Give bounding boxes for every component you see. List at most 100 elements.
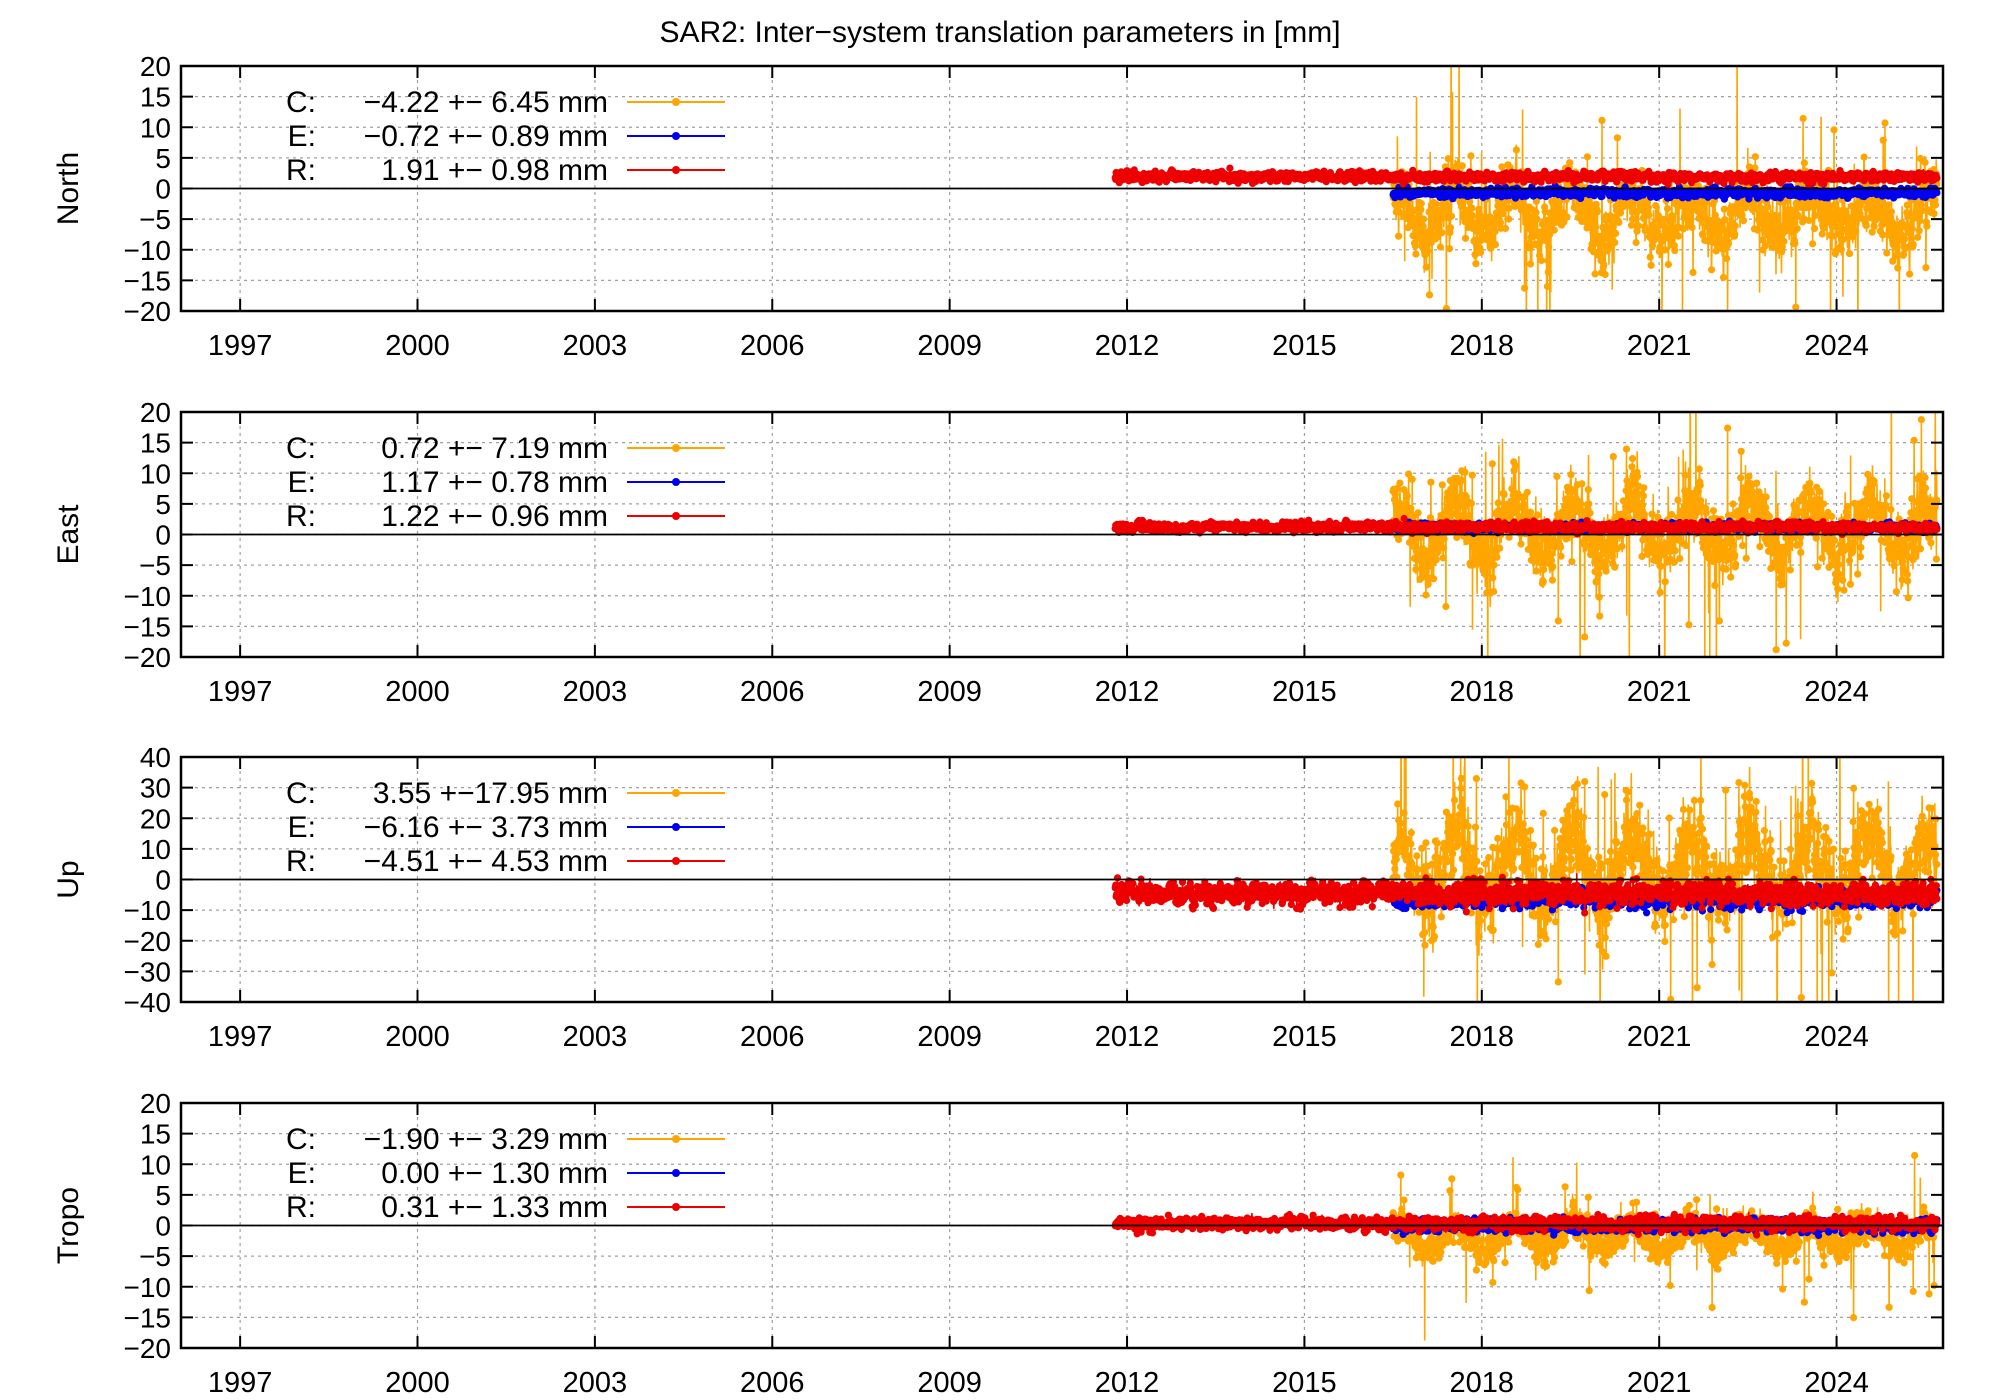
series-point-c [1422,567,1430,576]
series-point-c [1489,574,1497,582]
series-point-c [1508,485,1516,493]
series-point-c [1711,211,1719,219]
series-point-c [1661,578,1669,586]
series-point-c [1681,471,1689,479]
series-point-c [1444,155,1452,163]
series-point-c [1799,114,1807,123]
series-point-c [1544,256,1552,265]
series-point-c [1914,233,1922,241]
series-point-c [1577,671,1584,678]
series-point-c [1811,212,1819,220]
series-point-c [1426,514,1434,522]
series-point-c [1588,240,1596,248]
series-point-c [1546,231,1554,239]
series-point-c [1634,222,1642,230]
series-point-c [1567,471,1575,479]
series-point-c [1493,553,1501,561]
series-point-c [1647,261,1655,269]
series-point-c [1439,554,1447,562]
series-point-c [1739,217,1748,225]
series-point-c [1868,209,1876,217]
series-point-c [1915,227,1923,235]
series-point-c [1708,266,1716,274]
legend-series-stats: −0.72 +− 0.89 mm [364,120,608,153]
series-point-c [1395,232,1403,240]
series-point-c [1653,228,1662,236]
series-point-c [1424,247,1432,255]
series-point-c [1465,511,1473,520]
series-point-c [1578,480,1586,488]
series-point-c [1916,217,1924,225]
series-point-c [1545,243,1553,251]
series-point-c [1612,229,1620,237]
series-point-c [1685,621,1693,629]
series-point-c [1805,216,1813,224]
series-point-c [1901,235,1909,243]
panel-east: C: 0.72 +− 7.19 mmE: 1.17 +− 0.78 mmR: 1.22… [52,397,1945,708]
series-point-c [1674,232,1682,240]
series-point-c [1654,222,1662,230]
series-point-c [1403,492,1411,500]
chart-title: SAR2: Inter−system translation parameter… [659,16,1340,49]
series-point-c [1526,260,1535,268]
series-point-c [1656,588,1664,597]
series-point-c [1505,533,1513,541]
series-point-c [1475,205,1483,213]
series-point-c [1619,497,1627,505]
series-point-c [1720,205,1728,213]
series-point-c [1417,206,1425,214]
y-tick-label: −10 [124,235,172,266]
series-point-c [1784,197,1792,205]
series-point-c [1467,499,1475,508]
series-point-c [1887,208,1895,216]
series-point-c [1600,260,1608,269]
series-point-c [1422,263,1430,271]
series-point-c [1458,162,1466,170]
series-point-c [1440,214,1448,222]
series-point-c [1668,510,1676,519]
series-point-c [1592,223,1600,231]
series-point-c [1461,468,1469,476]
series-point-c [1633,227,1641,235]
series-point-c [1904,212,1912,220]
series-point-c [1467,152,1475,160]
series-point-c [1547,556,1556,565]
series-point-c [1595,593,1603,601]
series-point-c [1793,225,1801,233]
series-point-c [1443,207,1451,215]
series-point-c [1417,200,1425,208]
series-point-c [1501,224,1510,232]
series-point-c [1592,577,1601,585]
series-point-c [1411,242,1419,250]
y-tick-label: 15 [140,82,171,113]
y-tick-label: 5 [155,143,171,174]
series-point-c [1633,207,1642,215]
series-point-c [1686,217,1694,225]
series-point-c [1539,578,1547,586]
series-point-e [1933,189,1941,197]
series-point-c [1645,211,1653,219]
series-point-c [1773,214,1781,222]
series-point-c [1540,565,1548,574]
series-point-c [1648,242,1657,250]
series-point-c [1757,204,1765,212]
series-point-c [1565,507,1573,515]
series-point-c [1674,496,1682,504]
series-point-c [1731,230,1739,238]
series-point-c [1521,284,1529,292]
x-tick-label: 2024 [1804,330,1869,362]
legend-swatch-point [672,132,680,140]
series-point-c [1557,543,1565,551]
series-point-c [1590,216,1598,225]
series-point-c [1742,204,1750,212]
x-tick-label: 2000 [385,330,450,362]
series-point-c [1583,153,1591,161]
series-point-c [1724,239,1733,247]
series-point-c [1627,504,1635,512]
series-point-c [1842,209,1850,217]
x-tick-label: 2018 [1450,330,1515,362]
series-point-c [1419,222,1427,231]
series-point-c [1550,226,1558,234]
series-point-c [1602,567,1610,575]
series-point-c [1481,571,1490,579]
